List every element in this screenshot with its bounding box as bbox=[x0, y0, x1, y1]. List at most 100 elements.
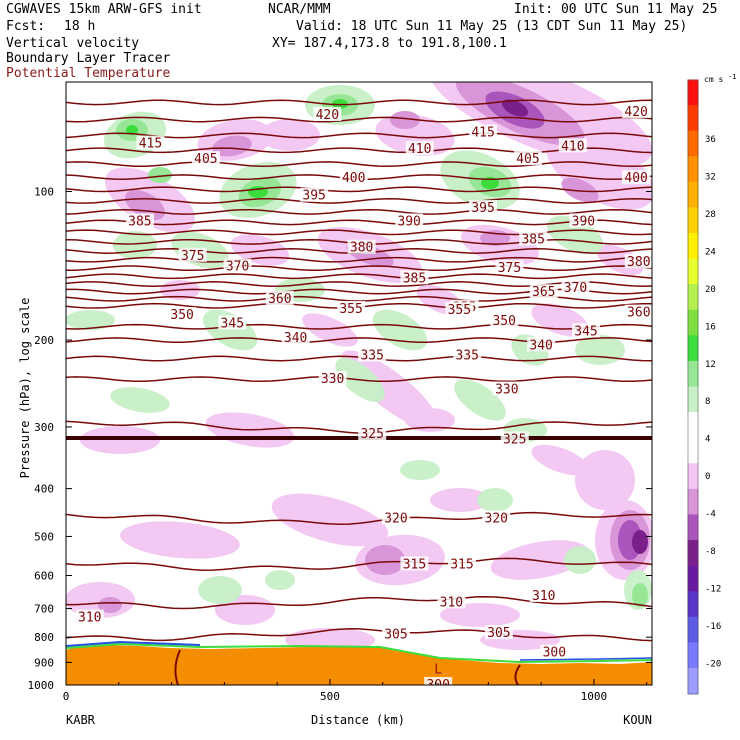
theta-label: 385 bbox=[403, 271, 426, 286]
theta-label-background bbox=[484, 625, 513, 640]
theta-label-background bbox=[469, 124, 498, 139]
theta-label-background bbox=[445, 302, 474, 317]
y-tick-label: 1000 bbox=[28, 679, 55, 692]
colorbar-swatch bbox=[687, 540, 699, 567]
theta-label-background bbox=[624, 254, 652, 269]
colorbar-label: 20 bbox=[705, 285, 716, 295]
forecast-hour: 18 h bbox=[64, 19, 96, 34]
theta-label: 320 bbox=[384, 512, 407, 527]
theta-label: 335 bbox=[360, 349, 383, 364]
theta-contour-line bbox=[66, 208, 652, 215]
theta-label-background bbox=[519, 231, 548, 246]
theta-label: 405 bbox=[194, 152, 217, 167]
theta-label-background bbox=[490, 313, 519, 328]
theta-label-background bbox=[622, 170, 651, 185]
y-axis-label: Pressure (hPa), log scale bbox=[18, 298, 32, 479]
colorbar-swatch bbox=[687, 386, 699, 414]
theta-contour-line bbox=[66, 219, 652, 226]
theta-contour-line bbox=[66, 99, 652, 106]
colorbar-swatch bbox=[687, 565, 699, 593]
y-tick-label: 700 bbox=[34, 603, 54, 616]
theta-label-background bbox=[75, 609, 104, 624]
colorbar-swatch bbox=[687, 642, 699, 669]
y-tick-label: 800 bbox=[34, 631, 54, 644]
theta-label-background bbox=[405, 140, 434, 155]
colorbar-frame bbox=[687, 79, 699, 695]
theta-contour-line bbox=[66, 256, 652, 263]
valid-time: Valid: 18 UTC Sun 11 May 25 (13 CDT Sun … bbox=[296, 19, 688, 34]
theta-label: 410 bbox=[561, 139, 584, 154]
theta-label-background bbox=[424, 677, 453, 685]
colorbar-swatch bbox=[687, 309, 699, 337]
theta-label: 355 bbox=[339, 302, 362, 317]
theta-label: 360 bbox=[268, 292, 291, 307]
theta-label: 400 bbox=[342, 171, 365, 186]
field-potential-temperature: Potential Temperature bbox=[6, 66, 171, 81]
theta-label: 370 bbox=[226, 260, 249, 275]
colorbar-label: 16 bbox=[705, 322, 716, 332]
x-tick-label: 500 bbox=[320, 690, 340, 703]
theta-label-background bbox=[447, 556, 476, 571]
theta-label: 390 bbox=[572, 214, 595, 229]
colorbar-label: -8 bbox=[705, 547, 716, 557]
field-boundary-layer-tracer: Boundary Layer Tracer bbox=[6, 51, 171, 66]
colorbar-swatch bbox=[687, 412, 699, 439]
theta-contour-line bbox=[66, 161, 652, 168]
theta-label-background bbox=[318, 371, 347, 386]
theta-label: 345 bbox=[221, 316, 244, 331]
colorbar-label: 0 bbox=[705, 472, 710, 482]
colorbar-label: 8 bbox=[705, 397, 710, 407]
theta-label-background bbox=[572, 323, 601, 338]
colorbar-swatch bbox=[687, 181, 699, 209]
vertical-velocity-shading: 4154053953853753704204003804103903854153… bbox=[66, 82, 652, 693]
colorbar-swatch bbox=[687, 156, 699, 183]
theta-label-background bbox=[561, 280, 590, 295]
theta-label: 305 bbox=[384, 627, 407, 642]
theta-label-background bbox=[218, 315, 247, 330]
y-tick-label: 500 bbox=[34, 530, 54, 543]
theta-label-background bbox=[437, 594, 466, 609]
theta-label-background bbox=[358, 347, 387, 362]
theta-label: 335 bbox=[455, 349, 478, 364]
theta-label-background bbox=[513, 151, 542, 166]
colorbar-swatch bbox=[687, 463, 699, 490]
theta-contour-line bbox=[66, 229, 652, 236]
theta-label: 380 bbox=[350, 241, 373, 256]
theta-label-background bbox=[558, 138, 587, 153]
colorbar-swatch bbox=[687, 616, 699, 644]
theta-contour-line bbox=[66, 511, 652, 526]
theta-label: 385 bbox=[521, 232, 544, 247]
theta-label-background bbox=[223, 258, 252, 273]
colorbar-swatch bbox=[687, 591, 699, 618]
theta-label-background bbox=[624, 304, 652, 319]
theta-label-background bbox=[358, 425, 387, 440]
y-tick-label: 900 bbox=[34, 656, 54, 669]
theta-label: 320 bbox=[485, 512, 508, 527]
y-tick-label: 400 bbox=[34, 483, 54, 496]
colorbar-label: -12 bbox=[705, 584, 721, 594]
theta-label: 300 bbox=[426, 678, 449, 693]
theta-label: 310 bbox=[440, 595, 463, 610]
colorbar-swatch bbox=[687, 437, 699, 465]
theta-labels: 4154053953853753704204003804103903854153… bbox=[75, 103, 652, 693]
forecast-label: Fcst: bbox=[6, 19, 46, 34]
theta-contour-line bbox=[66, 323, 652, 330]
colorbar-swatch bbox=[687, 79, 699, 107]
theta-label-background bbox=[527, 337, 556, 352]
theta-label: 410 bbox=[408, 142, 431, 157]
colorbar-swatch bbox=[687, 258, 699, 286]
theta-label-background bbox=[453, 347, 482, 362]
colorbar-label: -20 bbox=[705, 659, 721, 669]
theta-label: 330 bbox=[321, 372, 344, 387]
theta-label-background bbox=[381, 510, 410, 525]
colorbar-swatch bbox=[687, 130, 699, 158]
colorbar-label: -16 bbox=[705, 622, 721, 632]
cross-section-endpoints: XY= 187.4,173.8 to 191.8,100.1 bbox=[272, 36, 507, 51]
theta-label: 310 bbox=[78, 611, 101, 626]
theta-label-background bbox=[313, 107, 342, 122]
y-tick-label: 600 bbox=[34, 570, 54, 583]
colorbar-unit: cm s -1 bbox=[704, 73, 737, 84]
theta-label-background bbox=[136, 135, 165, 150]
theta-contour-line bbox=[66, 116, 652, 123]
